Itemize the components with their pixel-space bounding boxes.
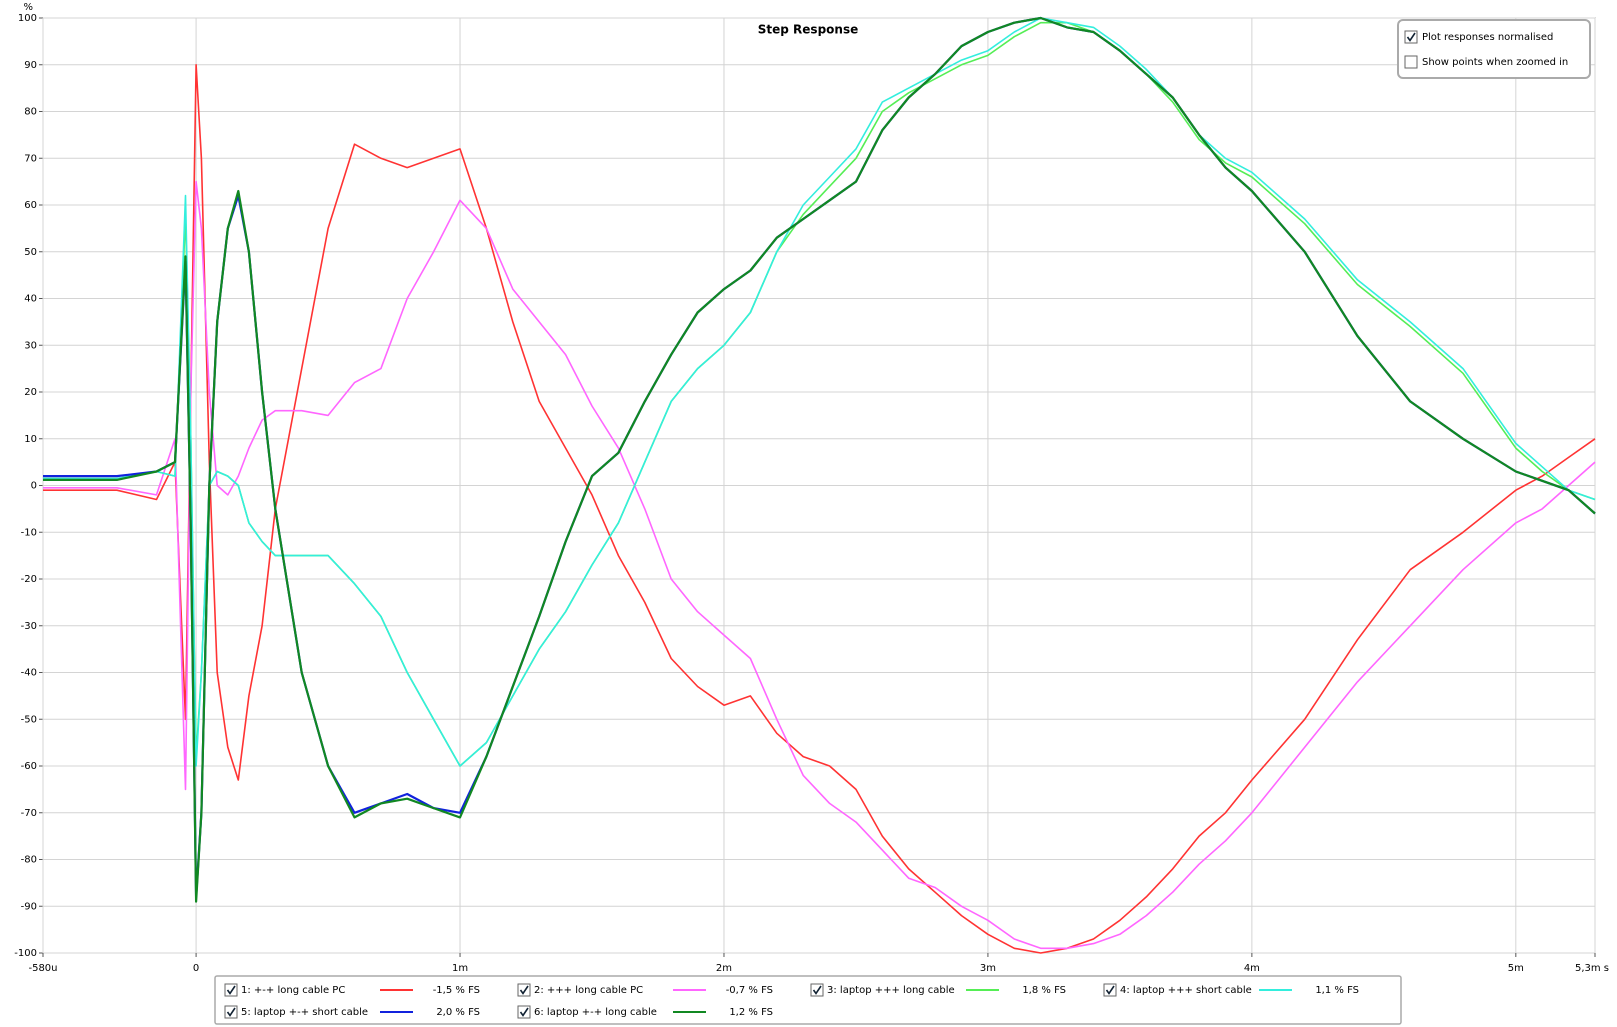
y-tick-label: 60 [24, 200, 37, 211]
chart-title: Step Response [758, 23, 858, 37]
checkbox[interactable] [1404, 30, 1418, 44]
x-tick-label: 1m [452, 963, 468, 974]
checkbox-box [517, 983, 531, 997]
legend-label: 2: +++ long cable PC [534, 985, 643, 996]
y-tick-label: 20 [24, 387, 37, 398]
y-tick-label: -80 [21, 855, 37, 866]
legend-fs-label: -0,7 % FS [726, 985, 773, 996]
checkbox[interactable] [517, 1005, 531, 1019]
series-line [43, 64, 1596, 954]
y-tick-label: 90 [24, 60, 37, 71]
y-tick-label: 100 [18, 13, 37, 24]
legend-fs-label: 1,8 % FS [1022, 985, 1066, 996]
checkbox-check [226, 1007, 236, 1017]
x-tick-label: 3m [980, 963, 996, 974]
y-tick-label: 70 [24, 153, 37, 164]
y-tick-label: -100 [14, 948, 37, 959]
checkbox-box [517, 1005, 531, 1019]
checkbox-box [810, 983, 824, 997]
checkbox[interactable] [1404, 55, 1418, 69]
option-label[interactable]: Plot responses normalised [1422, 32, 1553, 43]
legend-label: 5: laptop +-+ short cable [241, 1007, 368, 1018]
option-label[interactable]: Show points when zoomed in [1422, 57, 1568, 68]
y-tick-label: -30 [21, 621, 37, 632]
y-tick-label: -50 [21, 714, 37, 725]
checkbox-check [1406, 32, 1416, 42]
x-tick-label: 2m [716, 963, 732, 974]
y-tick-label: 50 [24, 247, 37, 258]
y-tick-label: 80 [24, 107, 37, 118]
y-tick-label: -70 [21, 808, 37, 819]
x-tick-label: -580u [28, 963, 57, 974]
y-tick-label: 30 [24, 340, 37, 351]
x-tick-label: 0 [193, 963, 199, 974]
checkbox[interactable] [224, 1005, 238, 1019]
checkbox[interactable] [1103, 983, 1117, 997]
y-tick-label: 0 [31, 481, 37, 492]
y-tick-label: -20 [21, 574, 37, 585]
checkbox[interactable] [810, 983, 824, 997]
checkbox-box [1404, 55, 1418, 69]
checkbox-box [224, 1005, 238, 1019]
y-tick-label: -40 [21, 668, 37, 679]
checkbox-check [519, 985, 529, 995]
y-tick-label: -90 [21, 901, 37, 912]
y-tick-label: 40 [24, 294, 37, 305]
y-tick-label: 10 [24, 434, 37, 445]
x-tick-label: 5,3m s [1575, 963, 1609, 974]
checkbox[interactable] [224, 983, 238, 997]
checkbox-check [1105, 985, 1115, 995]
checkbox-box [224, 983, 238, 997]
checkbox-box [1404, 30, 1418, 44]
series-line [43, 180, 1596, 950]
checkbox-check [812, 985, 822, 995]
x-tick-label: 5m [1508, 963, 1524, 974]
legend-label: 6: laptop +-+ long cable [534, 1007, 657, 1018]
y-tick-label: -10 [21, 527, 37, 538]
legend-box [214, 975, 1402, 1025]
options-box [1397, 19, 1591, 79]
legend-label: 3: laptop +++ long cable [827, 985, 955, 996]
y-tick-label: -60 [21, 761, 37, 772]
checkbox-box [1103, 983, 1117, 997]
legend-fs-label: 1,1 % FS [1315, 985, 1359, 996]
series-line [43, 16, 1596, 903]
legend-label: 4: laptop +++ short cable [1120, 985, 1252, 996]
x-tick-label: 4m [1244, 963, 1260, 974]
checkbox-check [226, 985, 236, 995]
legend-fs-label: 2,0 % FS [436, 1007, 480, 1018]
legend-fs-label: 1,2 % FS [729, 1007, 773, 1018]
legend-fs-label: -1,5 % FS [433, 985, 480, 996]
legend-label: 1: +-+ long cable PC [241, 985, 345, 996]
checkbox-check [519, 1007, 529, 1017]
y-axis-label: % [23, 2, 33, 13]
checkbox[interactable] [517, 983, 531, 997]
